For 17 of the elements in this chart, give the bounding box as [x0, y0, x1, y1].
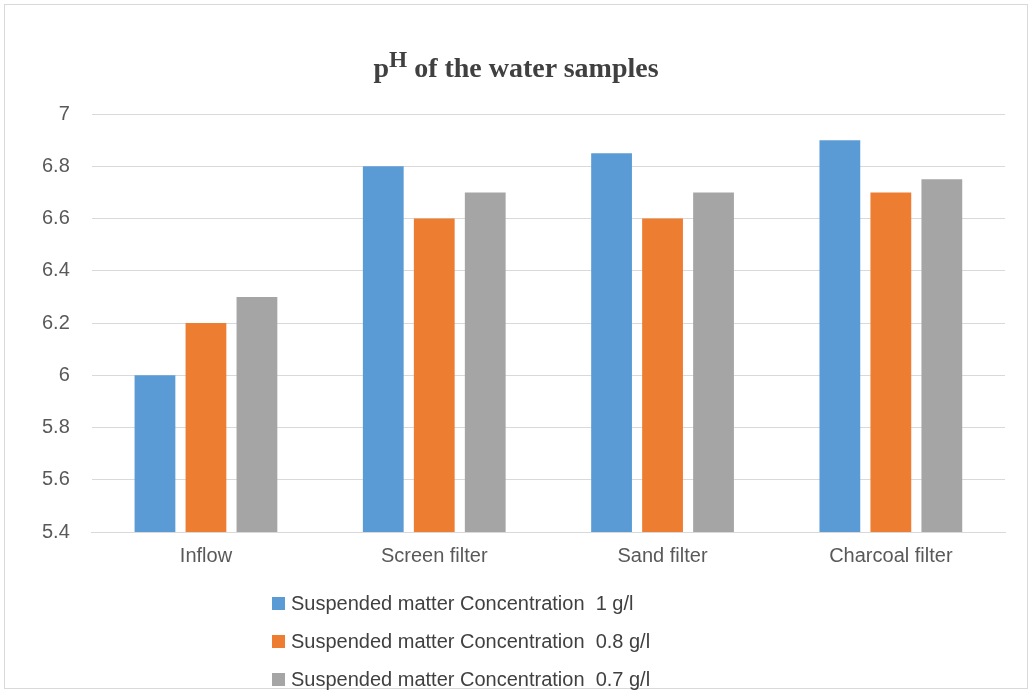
x-tick-label: Charcoal filter — [829, 543, 953, 566]
y-tick-label: 5.4 — [41, 519, 70, 542]
y-tick-label: 6.6 — [41, 206, 70, 229]
y-tick-label: 7 — [58, 101, 70, 124]
y-tick-label: 6.2 — [41, 310, 70, 333]
y-tick-label: 6.4 — [41, 258, 70, 281]
chart-title: p$^{H}$ of the water samples — [372, 46, 660, 85]
legend-label: Suspended matter Concentration 1 g/l — [291, 591, 634, 615]
x-tick-label: Sand filter — [617, 543, 708, 566]
y-tick-label: 6 — [58, 362, 70, 385]
x-tick-label: Inflow — [179, 543, 233, 566]
y-tick-label: 5.8 — [41, 415, 70, 438]
y-tick-label: 6.8 — [41, 153, 70, 176]
legend-label: Suspended matter Concentration 0.8 g/l — [291, 629, 651, 653]
legend-label: Suspended matter Concentration 0.7 g/l — [291, 667, 651, 691]
x-tick-label: Screen filter — [380, 543, 488, 566]
y-tick-label: 5.6 — [41, 467, 70, 490]
